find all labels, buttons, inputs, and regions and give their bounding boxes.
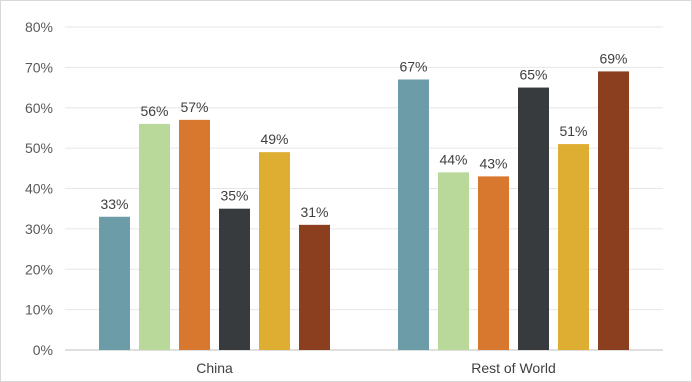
data-label: 31% (300, 204, 328, 220)
bar (259, 152, 290, 350)
bar (219, 208, 250, 350)
y-tick-label: 30% (25, 221, 53, 237)
bar (518, 87, 549, 350)
y-tick-label: 0% (33, 342, 53, 358)
bar (398, 79, 429, 351)
bar (438, 172, 469, 350)
data-label: 35% (220, 188, 248, 204)
bar (598, 71, 629, 350)
data-label: 65% (519, 67, 547, 83)
data-label: 51% (559, 123, 587, 139)
bar (299, 224, 330, 350)
data-label: 49% (260, 131, 288, 147)
y-tick-label: 60% (25, 100, 53, 116)
x-category-label: China (196, 360, 233, 376)
x-category-label: Rest of World (471, 360, 556, 376)
data-label: 69% (599, 50, 627, 66)
bar (558, 144, 589, 350)
data-label: 57% (180, 99, 208, 115)
bar (139, 123, 170, 351)
data-label: 44% (439, 151, 467, 167)
data-label: 67% (399, 58, 427, 74)
bar (179, 119, 210, 350)
y-tick-label: 40% (25, 181, 53, 197)
y-tick-label: 20% (25, 261, 53, 277)
bar (99, 216, 130, 350)
y-tick-label: 70% (25, 59, 53, 75)
data-label: 43% (479, 155, 507, 171)
bar (478, 176, 509, 350)
data-label: 33% (100, 196, 128, 212)
y-tick-label: 80% (25, 19, 53, 35)
y-tick-label: 10% (25, 302, 53, 318)
data-label: 56% (140, 103, 168, 119)
y-tick-label: 50% (25, 140, 53, 156)
